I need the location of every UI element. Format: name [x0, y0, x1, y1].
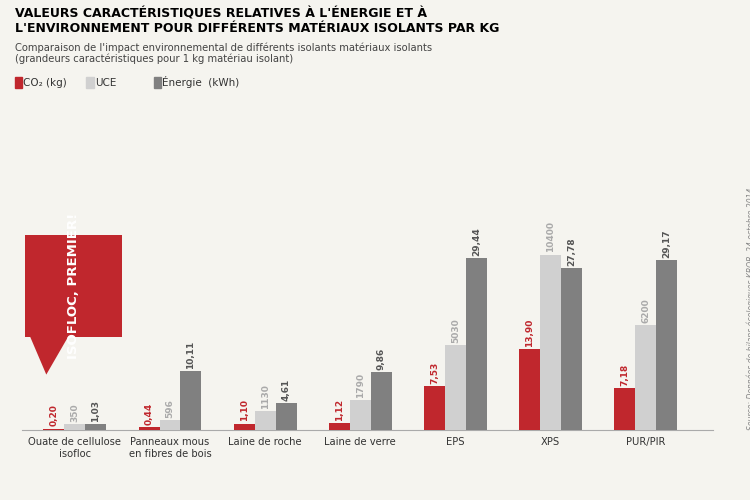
Bar: [139, 428, 160, 430]
Text: 9,86: 9,86: [376, 348, 386, 370]
Text: 27,78: 27,78: [567, 237, 576, 266]
Text: Comparaison de l'impact environnemental de différents isolants matériaux isolant: Comparaison de l'impact environnemental …: [15, 42, 432, 53]
Bar: [614, 388, 635, 430]
Bar: [350, 400, 370, 430]
Text: 10400: 10400: [546, 222, 555, 252]
Text: CO₂ (kg): CO₂ (kg): [23, 78, 68, 88]
Bar: [635, 326, 656, 430]
Text: 1,12: 1,12: [335, 399, 344, 421]
Text: 0,44: 0,44: [145, 403, 154, 425]
Text: 6200: 6200: [641, 298, 650, 323]
Bar: [86, 424, 106, 430]
Bar: [234, 424, 255, 430]
Bar: [181, 371, 202, 430]
Text: VALEURS CARACTÉRISTIQUES RELATIVES À L'ÉNERGIE ET À: VALEURS CARACTÉRISTIQUES RELATIVES À L'É…: [15, 8, 427, 20]
FancyBboxPatch shape: [26, 234, 122, 336]
Bar: [44, 429, 64, 430]
Text: 1790: 1790: [356, 372, 364, 398]
Text: 5030: 5030: [451, 318, 460, 343]
Text: 7,53: 7,53: [430, 362, 439, 384]
Bar: [329, 424, 350, 430]
Bar: [540, 254, 561, 430]
Bar: [424, 386, 445, 430]
Text: 1130: 1130: [261, 384, 270, 408]
Text: 29,17: 29,17: [662, 229, 671, 258]
Text: 0,20: 0,20: [50, 404, 58, 426]
Bar: [255, 411, 276, 430]
Text: 10,11: 10,11: [187, 340, 196, 368]
Text: (grandeurs caractéristiques pour 1 kg matériau isolant): (grandeurs caractéristiques pour 1 kg ma…: [15, 54, 293, 64]
Bar: [466, 258, 487, 430]
Bar: [370, 372, 392, 430]
Text: 1,03: 1,03: [92, 400, 100, 421]
Text: ISOFLOC, PREMIER!: ISOFLOC, PREMIER!: [68, 212, 80, 359]
Bar: [445, 345, 466, 430]
Bar: [656, 260, 677, 430]
Text: 1,10: 1,10: [240, 399, 249, 421]
Text: 350: 350: [70, 403, 80, 422]
Text: 4,61: 4,61: [282, 378, 291, 401]
Text: Source: Données de bilans écologiques KBOB, 24 octobre 2014.: Source: Données de bilans écologiques KB…: [746, 185, 750, 430]
Text: Énergie  (kWh): Énergie (kWh): [162, 76, 239, 88]
Polygon shape: [30, 336, 68, 374]
Bar: [160, 420, 181, 430]
Text: 596: 596: [166, 399, 175, 417]
Text: L'ENVIRONNEMENT POUR DIFFÉRENTS MATÉRIAUX ISOLANTS PAR KG: L'ENVIRONNEMENT POUR DIFFÉRENTS MATÉRIAU…: [15, 22, 500, 36]
Text: UCE: UCE: [94, 78, 116, 88]
Text: 13,90: 13,90: [525, 318, 534, 346]
Bar: [519, 349, 540, 430]
Bar: [561, 268, 582, 430]
Bar: [64, 424, 86, 430]
Text: 7,18: 7,18: [620, 364, 629, 386]
Bar: [276, 403, 296, 430]
Text: 29,44: 29,44: [472, 227, 481, 256]
